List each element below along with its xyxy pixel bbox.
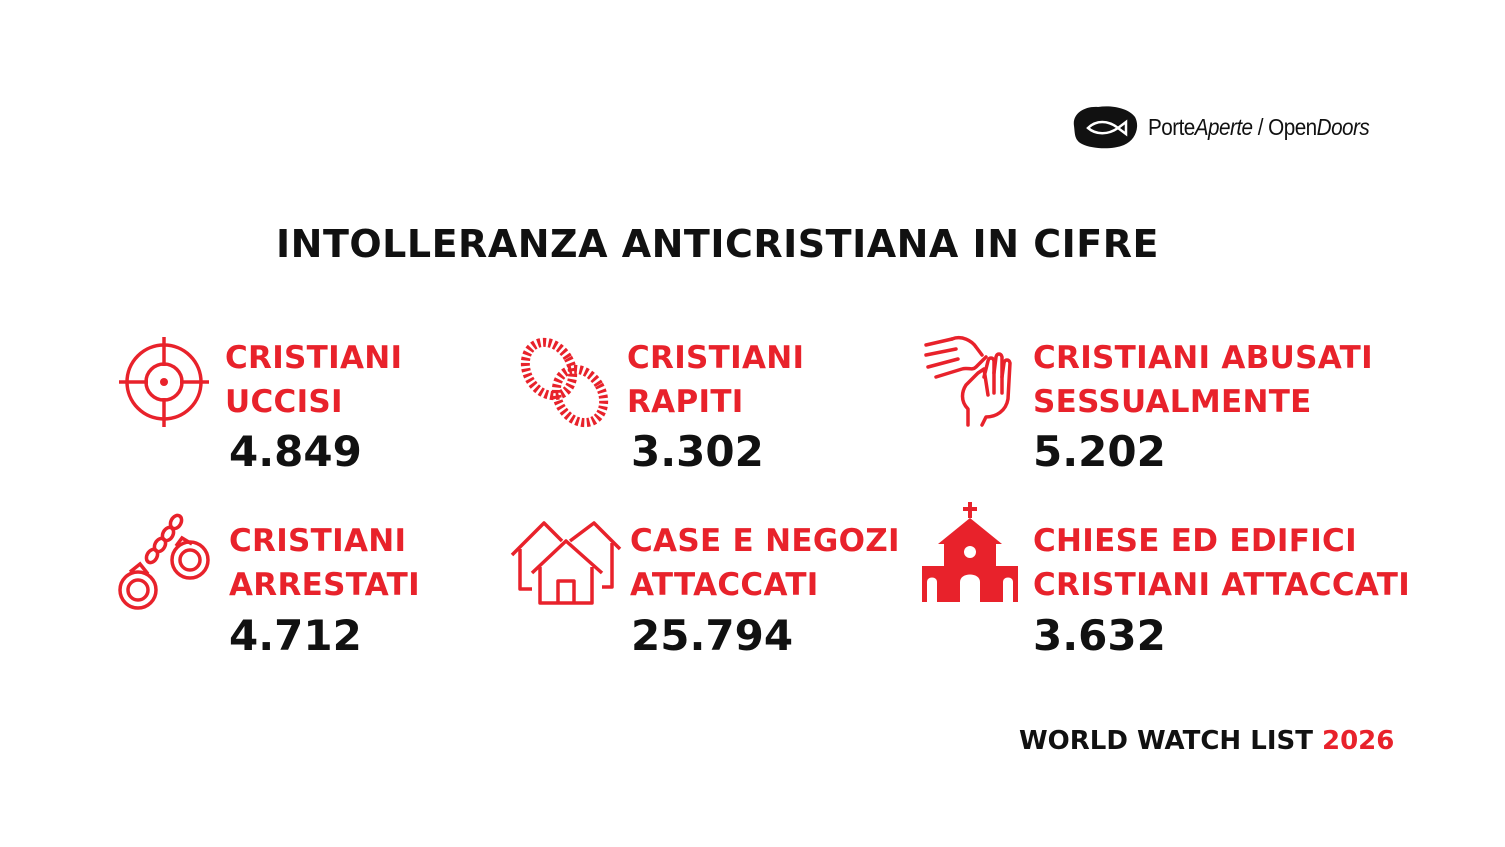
brand-porte: Porte [1148, 113, 1195, 140]
footer-text: WORLD WATCH LIST [1019, 726, 1322, 756]
stat-label-line: CRISTIANI ATTACCATI [1033, 567, 1411, 603]
stat-label-abused: CRISTIANI ABUSATI SESSUALMENTE [1033, 336, 1373, 424]
stat-label-line: RAPITI [627, 384, 744, 420]
stat-label-line: CRISTIANI ABUSATI [1033, 340, 1373, 376]
footer-year: 2026 [1322, 726, 1395, 756]
target-icon [119, 337, 209, 427]
church-icon [922, 502, 1018, 602]
open-doors-logo: PorteAperte / OpenDoors [1068, 102, 1394, 152]
world-watch-list-footer: WORLD WATCH LIST 2026 [1019, 726, 1394, 756]
stat-value-homes: 25.794 [631, 611, 794, 660]
logo-blob-icon [1073, 106, 1138, 149]
brand-open: Open [1268, 113, 1317, 140]
stat-label-line: CRISTIANI [225, 340, 403, 376]
handcuffs-icon [118, 513, 210, 610]
hands-icon [924, 335, 1012, 427]
stat-label-churches: CHIESE ED EDIFICI CRISTIANI ATTACCATI [1033, 519, 1410, 607]
stat-label-line: CRISTIANI [229, 523, 407, 559]
brand-name: PorteAperte / OpenDoors [1148, 113, 1370, 141]
stat-label-line: CASE E NEGOZI [630, 523, 900, 559]
stat-value-arrested: 4.712 [229, 611, 362, 660]
stat-label-line: ATTACCATI [630, 567, 819, 603]
stat-value-abused: 5.202 [1033, 427, 1166, 476]
stat-label-line: CHIESE ED EDIFICI [1033, 523, 1357, 559]
stat-value-churches: 3.632 [1033, 611, 1166, 660]
rope-icon [520, 337, 609, 428]
stat-label-line: SESSUALMENTE [1033, 384, 1312, 420]
brand-doors: Doors [1316, 113, 1370, 140]
stat-label-homes: CASE E NEGOZI ATTACCATI [630, 519, 900, 607]
stat-label-kidnapped: CRISTIANI RAPITI [627, 336, 804, 424]
page-title: INTOLLERANZA ANTICRISTIANA IN CIFRE [276, 222, 1159, 266]
stat-label-killed: CRISTIANI UCCISI [225, 336, 402, 424]
stat-value-killed: 4.849 [229, 427, 362, 476]
stat-label-line: ARRESTATI [229, 567, 420, 603]
brand-separator: / [1252, 113, 1269, 140]
stat-value-kidnapped: 3.302 [631, 427, 764, 476]
stat-label-line: UCCISI [225, 384, 343, 420]
stat-label-line: CRISTIANI [627, 340, 805, 376]
houses-icon [510, 521, 622, 605]
brand-aperte: Aperte [1194, 113, 1253, 140]
stat-label-arrested: CRISTIANI ARRESTATI [229, 519, 420, 607]
